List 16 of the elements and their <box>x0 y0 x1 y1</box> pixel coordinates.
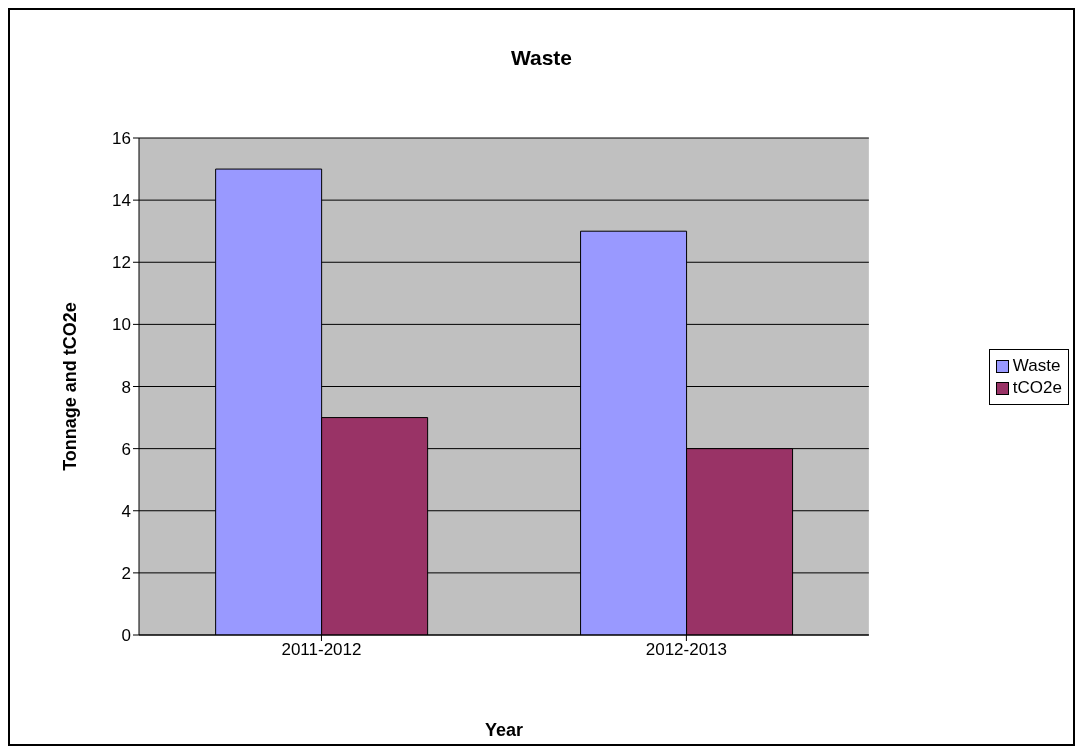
x-tick-label: 2012-2013 <box>645 640 728 660</box>
y-axis-title: Tonnage and tCO2e <box>60 302 81 471</box>
x-tick-label: 2011-2012 <box>281 640 362 660</box>
y-tick-label: 14 <box>112 191 131 211</box>
x-axis-title: Year <box>484 720 523 740</box>
legend-label: tCO2e <box>1012 378 1062 398</box>
legend-label: Waste <box>1012 356 1061 376</box>
y-tick-label: 4 <box>121 501 131 521</box>
y-tick-label: 10 <box>112 315 131 335</box>
y-tick-label: 2 <box>121 563 131 583</box>
y-tick-label: 8 <box>121 377 131 397</box>
chart-title: Waste <box>509 46 574 70</box>
y-tick-label: 12 <box>112 253 131 273</box>
y-tick-label: 16 <box>112 129 131 149</box>
y-tick-label: 6 <box>121 439 131 459</box>
y-tick-label: 0 <box>121 626 131 646</box>
